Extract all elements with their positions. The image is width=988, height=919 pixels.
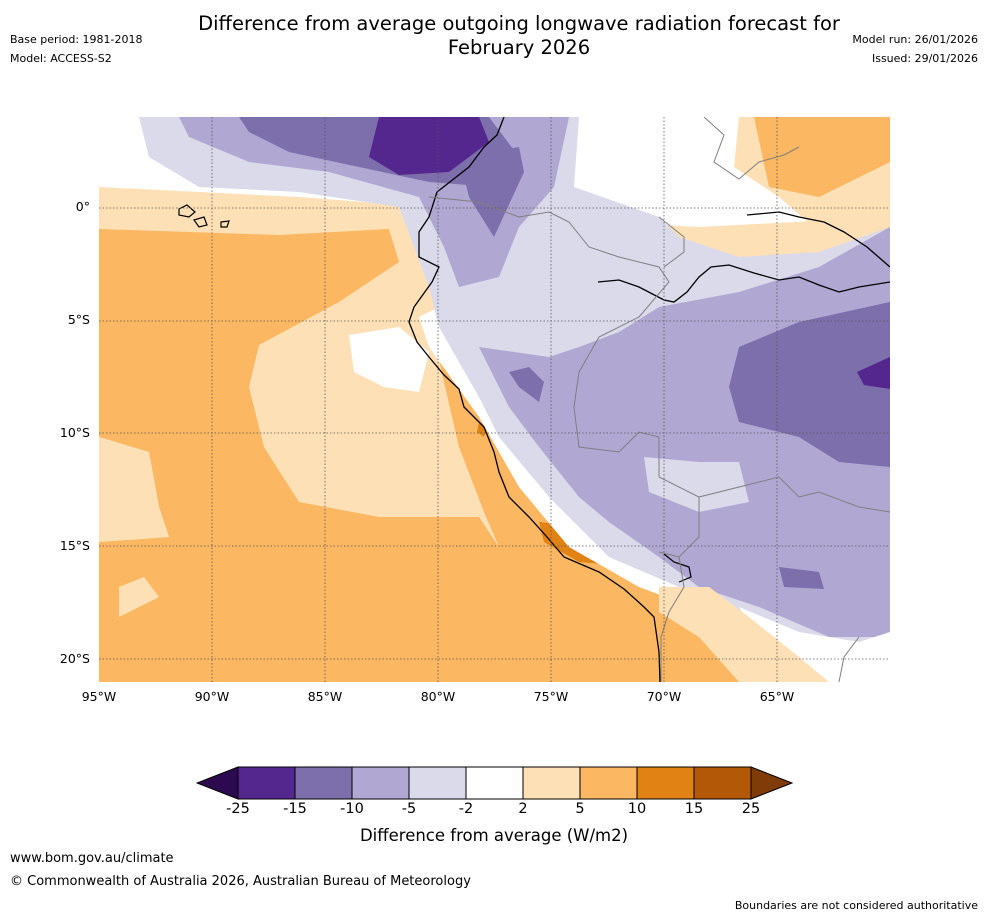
colorbar-tick: 15 — [684, 801, 704, 817]
model-run: Model run: 26/01/2026 — [852, 33, 978, 46]
amazon-river — [597, 264, 890, 303]
map-title: Difference from average outgoing longwav… — [160, 12, 878, 60]
lon-label-75w: 75°W — [533, 689, 569, 704]
colorbar-segment — [579, 766, 638, 800]
west-coastline — [408, 117, 661, 682]
colorbar-segment — [294, 766, 353, 800]
lon-label-80w: 80°W — [420, 689, 456, 704]
lon-label-95w: 95°W — [81, 689, 117, 704]
weak-positive-west — [99, 437, 169, 542]
base-period: Base period: 1981-2018 — [10, 33, 143, 46]
weak-positive-south — [659, 587, 829, 682]
country-borders — [428, 117, 890, 682]
graticule — [99, 117, 890, 682]
strong-negative-coast — [459, 147, 524, 237]
strong-negative-east — [729, 302, 890, 467]
colorbar-tick: 5 — [575, 801, 585, 817]
lat-label-5s: 5°S — [67, 312, 90, 327]
strong-negative-south — [779, 567, 824, 589]
neutral-pocket — [349, 327, 429, 392]
colorbar-tick: -2 — [458, 801, 474, 817]
lon-label-85w: 85°W — [307, 689, 343, 704]
galapagos-islands — [178, 204, 230, 228]
very-strong-negative-north — [369, 117, 489, 175]
website-link[interactable]: www.bom.gov.au/climate — [10, 851, 174, 866]
very-strong-negative-east — [857, 357, 890, 389]
lat-label-20s: 20°S — [59, 651, 90, 666]
colorbar-extend-low — [196, 766, 239, 800]
colorbar-segment — [465, 766, 524, 800]
colorbar-segment — [636, 766, 695, 800]
weak-negative-pocket — [644, 457, 749, 512]
colorbar-segment — [351, 766, 410, 800]
boundary-disclaimer: Boundaries are not considered authoritat… — [734, 899, 978, 912]
colorbar-label: Difference from average (W/m2) — [359, 826, 629, 845]
copyright-notice: © Commonwealth of Australia 2026, Austra… — [10, 874, 471, 889]
northeast-coastline — [746, 211, 890, 268]
colorbar-segment — [237, 766, 296, 800]
lon-label-90w: 90°W — [194, 689, 230, 704]
lat-label-0: 0° — [75, 199, 90, 214]
model-name: Model: ACCESS-S2 — [10, 52, 112, 65]
colorbar-extend-high — [750, 766, 794, 800]
strong-negative-small — [509, 367, 544, 402]
weak-positive-patch — [119, 577, 159, 617]
colorbar-segment — [408, 766, 467, 800]
colorbar-tick: -5 — [401, 801, 417, 817]
lat-label-10s: 10°S — [59, 425, 90, 440]
meta-right: Model run: 26/01/2026 Issued: 29/01/2026 — [852, 30, 978, 68]
lake-titicaca — [663, 553, 692, 583]
colorbar-tick: -25 — [226, 801, 250, 817]
colorbar — [196, 766, 794, 800]
colorbar-tick: -10 — [340, 801, 364, 817]
colorbar-tick: 25 — [741, 801, 761, 817]
title-line-1: Difference from average outgoing longwav… — [198, 12, 840, 35]
title-line-2: February 2026 — [447, 36, 591, 59]
colorbar-segment — [693, 766, 752, 800]
colorbar-tick: 2 — [518, 801, 528, 817]
colorbar-tick: 10 — [627, 801, 647, 817]
lon-label-70w: 70°W — [646, 689, 682, 704]
colorbar-tick: -15 — [283, 801, 307, 817]
lon-label-65w: 65°W — [759, 689, 795, 704]
positive-ne — [754, 117, 890, 197]
positive-ocean — [99, 229, 739, 682]
anomaly-map — [99, 117, 890, 682]
issued-date: Issued: 29/01/2026 — [871, 52, 978, 65]
colorbar-segment — [522, 766, 581, 800]
lat-label-15s: 15°S — [59, 538, 90, 553]
meta-left: Base period: 1981-2018 Model: ACCESS-S2 — [10, 30, 142, 68]
